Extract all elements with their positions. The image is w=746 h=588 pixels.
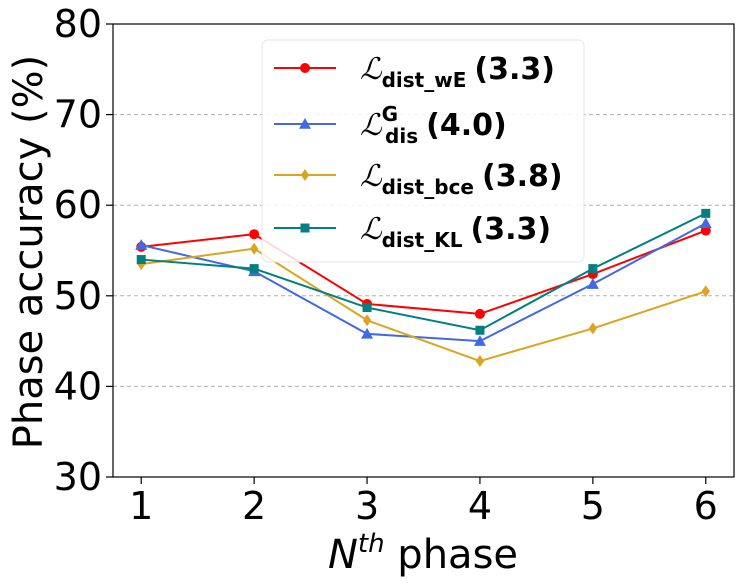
- data-point-s4-x4: [475, 325, 485, 335]
- series-line-3: [141, 247, 707, 363]
- y-tick-label-50: 50: [54, 274, 102, 318]
- legend-label-1: ℒdist_wE (3.3): [360, 52, 555, 92]
- legend-entry-2: ℒG dis (4.0): [274, 102, 507, 148]
- legend-sub-4: dist_KL: [382, 228, 463, 252]
- legend-score-2: (4.0): [426, 108, 507, 143]
- data-point-s4-x2: [249, 264, 259, 274]
- y-axis: 30 40 50 60 70 80: [54, 2, 113, 499]
- legend-script-3: ℒ: [360, 159, 383, 194]
- data-point-s4-x1: [136, 255, 146, 265]
- plot-frame: [112, 23, 735, 478]
- x-tick-label-4: 4: [468, 484, 492, 528]
- data-point-s3-x5: [588, 322, 598, 335]
- series-line-4: [141, 212, 707, 332]
- legend-marker-1: [300, 63, 310, 73]
- legend-sub-3: dist_bce: [382, 175, 474, 199]
- legend-score-3: (3.8): [482, 159, 563, 194]
- data-point-s4-x3: [362, 303, 372, 313]
- y-tick-label-40: 40: [54, 364, 102, 408]
- legend-entry-4: ℒdist_KL (3.3): [274, 212, 551, 252]
- y-tick-label-60: 60: [54, 183, 102, 227]
- series-line-1: [141, 229, 707, 315]
- data-point-s1-x4: [474, 308, 485, 319]
- legend-marker-4: [300, 223, 310, 233]
- data-point-s3-x3: [362, 314, 372, 327]
- x-axis-label: Nth phase: [328, 529, 518, 578]
- data-point-s3-x6: [701, 285, 710, 298]
- legend-marker-2: [299, 118, 311, 129]
- data-point-s4-x6: [701, 208, 711, 218]
- legend-script-4: ℒ: [360, 212, 383, 247]
- x-axis-label-sup: th: [358, 529, 385, 559]
- legend-sub-1: dist_wE: [382, 68, 467, 92]
- x-axis-label-rest: phase: [385, 532, 518, 578]
- legend-score-4: (3.3): [471, 212, 552, 247]
- x-axis: 1 2 3 4 5 6: [129, 477, 718, 528]
- series-layer: [135, 208, 712, 368]
- y-tick-label-70: 70: [54, 93, 102, 137]
- legend-sup-2: G: [382, 102, 398, 126]
- x-tick-label-3: 3: [355, 484, 379, 528]
- legend-script-1: ℒ: [360, 52, 383, 87]
- legend-entry-1: ℒdist_wE (3.3): [274, 52, 555, 92]
- series-4: [136, 208, 711, 335]
- y-tick-label-30: 30: [54, 455, 102, 499]
- data-point-s2-x3: [361, 327, 374, 339]
- x-tick-label-2: 2: [242, 484, 266, 528]
- series-3: [137, 242, 710, 368]
- legend-script-2: ℒ: [360, 108, 383, 143]
- data-point-s4-x5: [588, 264, 598, 274]
- x-tick-label-5: 5: [581, 484, 605, 528]
- legend-score-1: (3.3): [474, 52, 555, 87]
- data-point-s3-x2: [249, 242, 259, 255]
- y-axis-label: Phase accuracy (%): [6, 55, 52, 450]
- data-point-s2-x4: [473, 335, 486, 346]
- data-point-s3-x4: [475, 355, 485, 368]
- legend: ℒdist_wE (3.3)ℒG dis (4.0)ℒdist_bce (3.8)ℒdi…: [261, 39, 585, 263]
- legend-label-2: ℒG dis (4.0): [360, 102, 507, 148]
- data-point-s2-x6: [699, 217, 712, 229]
- data-point-s2-x5: [586, 278, 599, 289]
- x-axis-label-base: N: [328, 532, 358, 578]
- data-point-s1-x2: [249, 229, 260, 240]
- x-tick-label-6: 6: [694, 484, 718, 528]
- legend-sub-2: dis: [385, 124, 418, 148]
- legend-label-3: ℒdist_bce (3.8): [360, 159, 563, 199]
- legend-label-4: ℒdist_KL (3.3): [360, 212, 551, 252]
- x-tick-label-1: 1: [129, 484, 153, 528]
- data-point-s2-x1: [135, 239, 148, 250]
- legend-entry-3: ℒdist_bce (3.8): [274, 159, 563, 199]
- legend-marker-3: [300, 169, 310, 181]
- legend-box: [261, 39, 585, 263]
- y-tick-label-80: 80: [54, 2, 102, 46]
